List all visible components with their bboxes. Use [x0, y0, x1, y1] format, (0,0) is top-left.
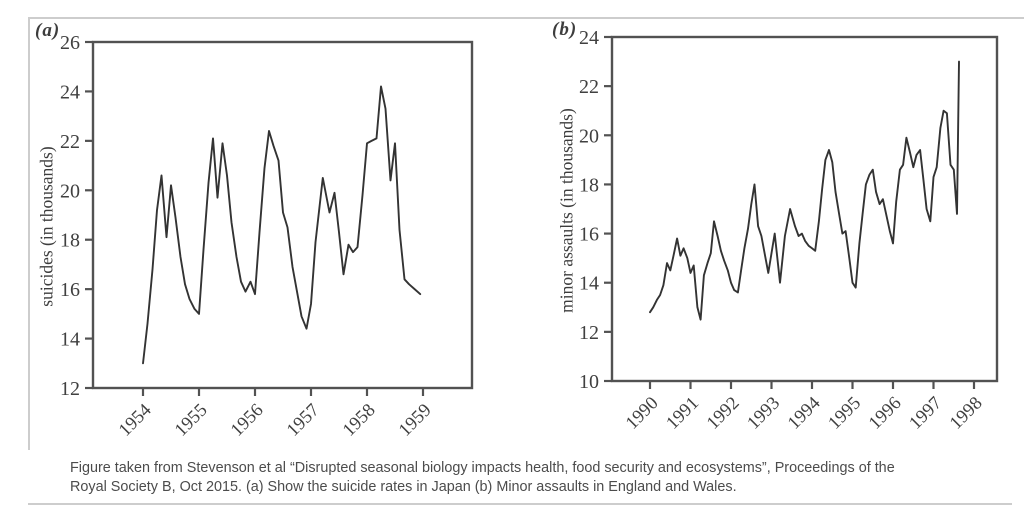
frame-bottom-line	[28, 503, 1012, 505]
y-tick-label: 20	[579, 125, 599, 147]
chart-b: 10 12 14 16 18 20 22 24 1990 1991 1992 1993 1994 1995…	[579, 27, 999, 434]
y-tick-label: 22	[60, 131, 80, 153]
x-tick-label: 1957	[283, 400, 323, 440]
y-tick-label: 16	[579, 224, 599, 246]
figure-caption-line1: Figure taken from Stevenson et al “Disru…	[70, 460, 895, 476]
y-tick-label: 18	[579, 174, 599, 196]
x-tick-label: 1998	[946, 393, 986, 433]
plot-box	[610, 35, 999, 383]
y-tick-label: 26	[60, 32, 80, 54]
frame-top-line	[28, 17, 1024, 19]
y-tick-label: 18	[60, 230, 80, 252]
y-tick-label: 12	[60, 378, 80, 400]
panel-label-b: (b)	[552, 19, 578, 40]
y-tick-label: 20	[60, 180, 80, 202]
frame-left-line	[28, 17, 30, 450]
x-tick-label: 1997	[906, 393, 946, 433]
x-tick-label: 1991	[663, 393, 703, 433]
x-tick-label: 1994	[784, 393, 824, 433]
figure-caption: Figure taken from Stevenson et al “Disru…	[70, 459, 1000, 497]
y-tick-label: 22	[579, 76, 599, 98]
x-tick-label: 1956	[227, 400, 267, 440]
y-tick-label: 24	[579, 27, 599, 49]
x-tick-label: 1955	[171, 400, 211, 440]
y-tick-label: 14	[60, 329, 80, 351]
figure-caption-line2: Royal Society B, Oct 2015. (a) Show the …	[70, 479, 737, 495]
y-tick-label: 14	[579, 273, 599, 295]
x-tick-label: 1996	[865, 393, 905, 433]
chart-a: 12 14 16 18 20 22 24 26 1954 1955 1956 1957 1958 1959	[60, 32, 474, 441]
x-tick-label: 1959	[395, 400, 435, 440]
x-tick-label: 1958	[339, 400, 379, 440]
y-tick-label: 10	[579, 371, 599, 393]
x-tick-label: 1990	[622, 393, 662, 433]
x-tick-label: 1995	[825, 393, 865, 433]
series-line-assaults-england-wales	[649, 60, 960, 321]
y-tick-label: 12	[579, 322, 599, 344]
panel-label-a: (a)	[35, 20, 61, 41]
series-line-suicides-japan	[142, 85, 422, 365]
x-tick-label: 1993	[744, 393, 784, 433]
plot-box	[91, 40, 474, 390]
y-tick-label: 16	[60, 279, 80, 301]
x-tick-label: 1992	[703, 393, 743, 433]
x-tick-label: 1954	[115, 400, 155, 440]
y-tick-label: 24	[60, 81, 80, 103]
